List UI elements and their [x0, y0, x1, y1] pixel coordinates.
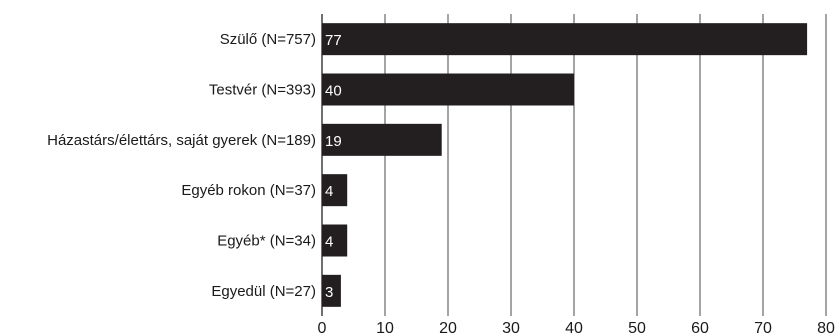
- bar-4: [322, 224, 348, 257]
- bar-3: [322, 174, 348, 207]
- x-tick-label-40: 40: [565, 320, 583, 336]
- data-label-4: 4: [325, 234, 333, 251]
- data-label-0: 77: [325, 32, 342, 49]
- gridlines: [384, 14, 827, 316]
- data-label-2: 19: [325, 133, 342, 150]
- x-tick-label-60: 60: [691, 320, 709, 336]
- x-tick-label-80: 80: [817, 320, 835, 336]
- x-tick-label-20: 20: [439, 320, 457, 336]
- category-label-3: Egyéb rokon (N=37): [181, 182, 316, 199]
- bar-0: [322, 23, 808, 56]
- category-labels: Szülő (N=757) Testvér (N=393) Házastárs/él…: [47, 31, 316, 300]
- category-label-2: Házastárs/élettárs, saját gyerek (N=189): [47, 132, 316, 149]
- category-label-1: Testvér (N=393): [209, 82, 316, 99]
- category-label-0: Szülő (N=757): [220, 31, 316, 48]
- x-tick-label-70: 70: [754, 320, 772, 336]
- x-tick-label-10: 10: [376, 320, 394, 336]
- bars: [322, 23, 808, 307]
- x-tick-label-50: 50: [628, 320, 646, 336]
- data-label-1: 40: [325, 83, 342, 100]
- category-label-4: Egyéb* (N=34): [217, 233, 316, 250]
- data-labels: 77 40 19 4 4 3: [325, 32, 342, 301]
- bar-1: [322, 73, 574, 106]
- bar-5: [322, 274, 341, 307]
- x-axis-tick-labels: 0 10 20 30 40 50 60 70 80: [318, 320, 835, 336]
- data-label-3: 4: [325, 183, 333, 200]
- x-tick-label-0: 0: [318, 320, 327, 336]
- category-label-5: Egyedül (N=27): [211, 283, 316, 300]
- bar-2: [322, 123, 442, 156]
- data-label-5: 3: [325, 284, 333, 301]
- x-tick-label-30: 30: [502, 320, 520, 336]
